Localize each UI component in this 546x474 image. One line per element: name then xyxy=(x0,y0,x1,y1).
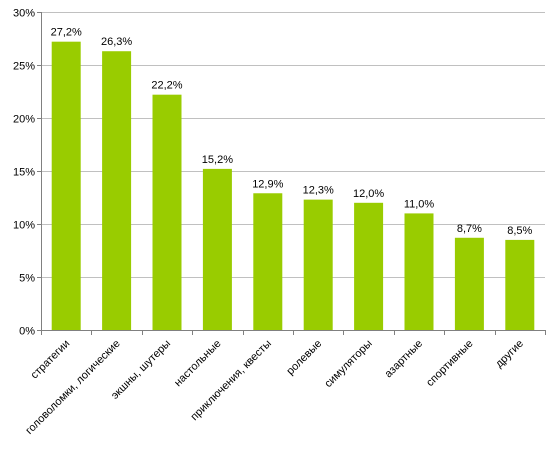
y-tick-label: 15% xyxy=(13,167,35,179)
y-tick-label: 10% xyxy=(13,220,35,232)
x-tick-label: симуляторы xyxy=(322,338,374,390)
y-tick-label: 5% xyxy=(19,273,35,285)
data-labels: 27,2% 26,3% 22,2% 15,2% 12,9% 12,3% 12,0% 11,0%… xyxy=(51,27,533,237)
data-label: 12,9% xyxy=(252,178,283,190)
data-label: 27,2% xyxy=(51,27,82,39)
bars xyxy=(51,41,535,331)
bar xyxy=(454,237,484,330)
data-label: 26,3% xyxy=(101,36,132,48)
x-tick-label: другие xyxy=(493,338,526,371)
data-label: 8,5% xyxy=(507,225,532,237)
y-tick-label: 0% xyxy=(19,326,35,338)
x-tick-label: настольные xyxy=(172,338,223,389)
bar xyxy=(102,51,132,330)
bar xyxy=(354,202,384,330)
bar xyxy=(303,199,333,330)
bar xyxy=(152,94,182,331)
bar xyxy=(404,213,434,330)
bar xyxy=(51,41,81,331)
data-label: 12,3% xyxy=(303,185,334,197)
x-tick-label: ролевые xyxy=(284,338,324,378)
x-tick-label: стратегии xyxy=(29,338,73,382)
x-tick-label: азартные xyxy=(383,338,426,381)
bar xyxy=(505,239,535,330)
y-tick-label: 30% xyxy=(13,8,35,20)
data-label: 22,2% xyxy=(151,80,182,92)
data-label: 12,0% xyxy=(353,188,384,200)
x-tick-label: спортивные xyxy=(424,338,475,389)
data-label: 8,7% xyxy=(457,223,482,235)
x-tick-label: головоломки, логические xyxy=(23,338,122,437)
bar xyxy=(202,168,232,330)
y-tick-label: 25% xyxy=(13,61,35,73)
y-tick-label: 20% xyxy=(13,114,35,126)
axes: 0% 5% 10% 15% 20% 25% 30% xyxy=(13,8,546,338)
data-label: 15,2% xyxy=(202,154,233,166)
data-label: 11,0% xyxy=(404,198,435,210)
bar xyxy=(253,193,283,330)
